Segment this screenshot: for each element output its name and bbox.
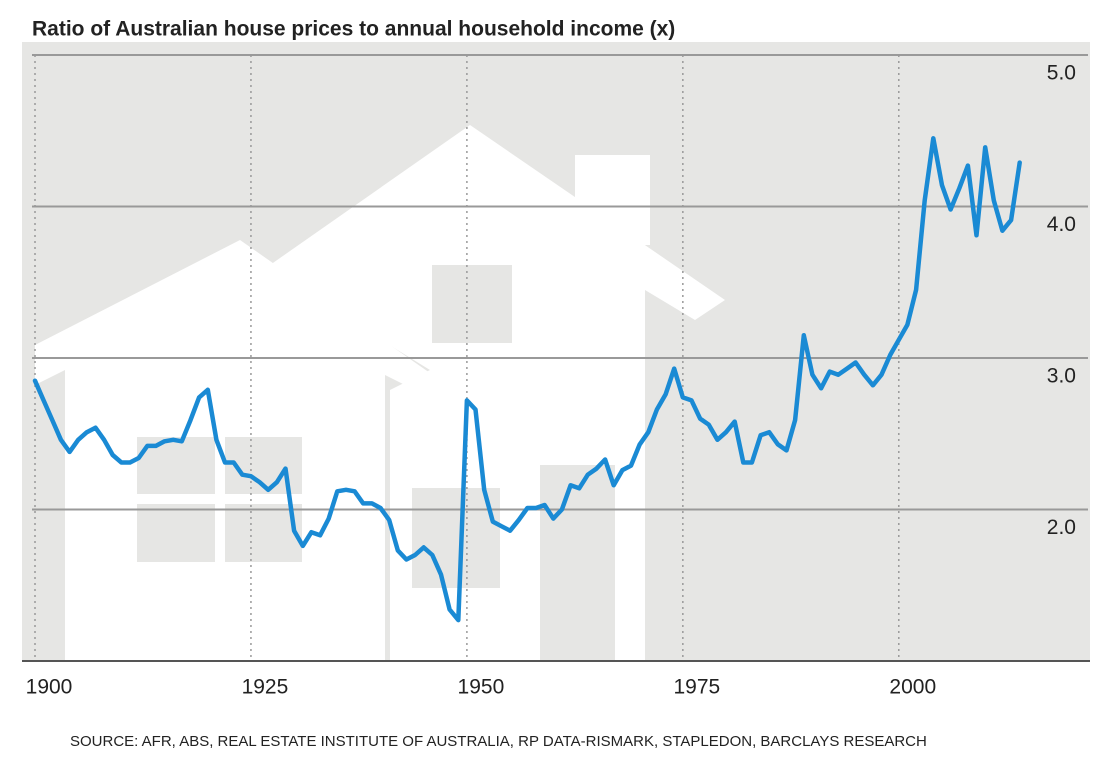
chart: Ratio of Australian house prices to annu…: [0, 0, 1099, 759]
source-note: SOURCE: AFR, ABS, REAL ESTATE INSTITUTE …: [70, 733, 927, 750]
y-tick-label: 4.0: [1047, 213, 1076, 236]
x-tick-label: 1950: [458, 676, 505, 699]
chart-title: Ratio of Australian house prices to annu…: [32, 18, 675, 41]
x-tick-label: 2000: [889, 676, 936, 699]
x-tick-label: 1975: [673, 676, 720, 699]
y-tick-label: 5.0: [1047, 62, 1076, 85]
y-tick-label: 2.0: [1047, 516, 1076, 539]
x-tick-label: 1925: [242, 676, 289, 699]
y-tick-label: 3.0: [1047, 365, 1076, 388]
x-tick-label: 1900: [26, 676, 73, 699]
